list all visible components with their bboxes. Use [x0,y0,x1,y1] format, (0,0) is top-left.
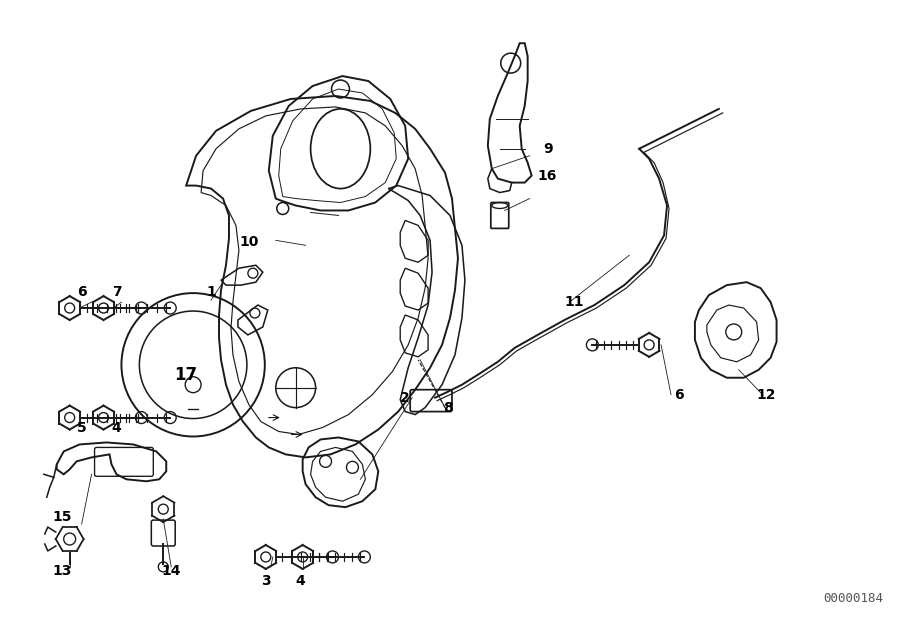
Text: 12: 12 [757,387,777,402]
Text: 7: 7 [112,285,122,299]
Text: 5: 5 [76,420,86,434]
Text: 15: 15 [52,510,71,524]
Text: 11: 11 [564,295,584,309]
Text: 6: 6 [76,285,86,299]
Text: 16: 16 [538,169,557,183]
Text: 8: 8 [443,401,453,415]
Text: 1: 1 [206,285,216,299]
Text: 10: 10 [239,236,258,250]
Text: 00000184: 00000184 [824,592,883,605]
Text: 4: 4 [112,420,122,434]
Text: 14: 14 [161,564,181,578]
Text: 13: 13 [52,564,71,578]
Text: 3: 3 [261,574,271,588]
Text: 4: 4 [296,574,305,588]
Text: 17: 17 [175,366,198,384]
Text: 6: 6 [674,387,684,402]
Text: 9: 9 [543,142,553,156]
Text: 2: 2 [400,391,410,404]
